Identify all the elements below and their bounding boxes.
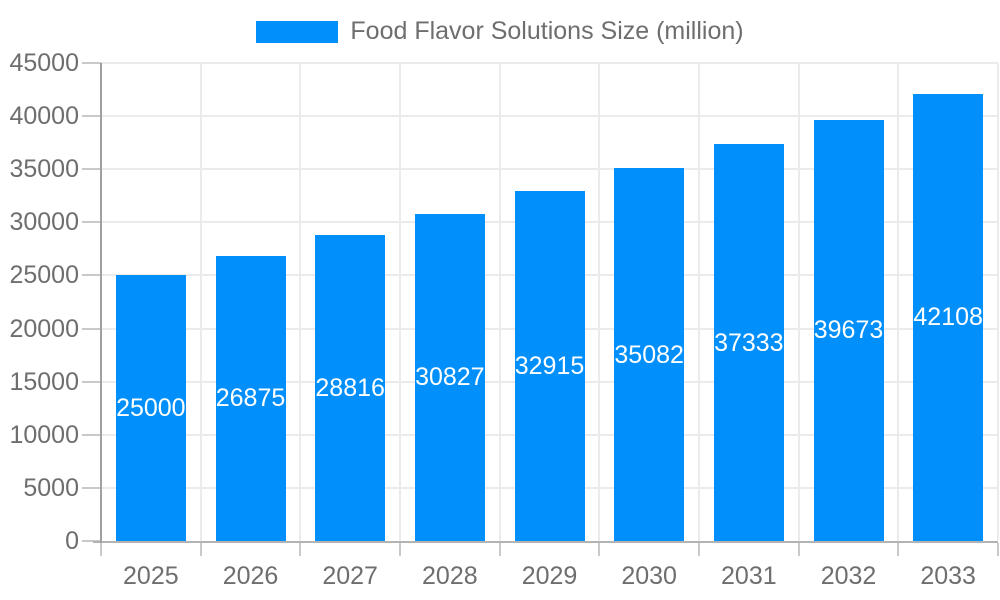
- x-tick-label: 2028: [422, 562, 478, 590]
- legend[interactable]: Food Flavor Solutions Size (million): [0, 17, 1000, 46]
- bar-2030[interactable]: [614, 168, 685, 541]
- x-tick-label: 2029: [521, 562, 578, 590]
- y-tick-label: 40000: [9, 102, 79, 131]
- bar-2031[interactable]: [713, 144, 784, 541]
- x-gridline: [698, 63, 700, 541]
- x-gridline: [399, 63, 401, 541]
- x-tick-label: 2025: [123, 562, 179, 590]
- x-tick: [199, 543, 202, 556]
- x-tick: [797, 543, 800, 556]
- y-tick-label: 0: [65, 527, 79, 555]
- bar-value-label: 39673: [813, 316, 884, 345]
- x-tick-label: 2027: [322, 562, 378, 590]
- x-gridline: [498, 63, 501, 541]
- y-tick: [82, 380, 101, 383]
- bar-2029[interactable]: [514, 191, 585, 541]
- x-tick-label: 2026: [222, 562, 279, 590]
- y-tick: [82, 274, 101, 277]
- x-axis-line: [93, 541, 998, 543]
- y-tick-label: 10000: [9, 420, 79, 449]
- bar-value-label: 37333: [714, 328, 784, 357]
- y-tick-label: 20000: [9, 314, 79, 343]
- x-tick-label: 2030: [621, 562, 677, 590]
- bar-value-label: 42108: [913, 303, 983, 332]
- x-gridline: [797, 63, 800, 541]
- legend-marker-icon: [256, 20, 339, 43]
- bar-2025[interactable]: [115, 275, 186, 541]
- x-tick: [299, 543, 302, 556]
- x-tick: [698, 543, 700, 556]
- y-tick: [82, 433, 101, 436]
- bar-value-label: 32915: [514, 352, 585, 381]
- y-tick-label: 45000: [9, 49, 79, 77]
- y-tick: [82, 62, 101, 64]
- x-tick-label: 2033: [920, 562, 976, 590]
- y-tick-label: 25000: [9, 261, 79, 290]
- y-tick-label: 15000: [9, 367, 79, 396]
- x-gridline: [598, 63, 601, 541]
- bar-2028[interactable]: [414, 213, 485, 541]
- x-gridline: [897, 63, 900, 541]
- x-tick: [598, 543, 601, 556]
- y-tick: [82, 168, 101, 171]
- y-tick-label: 35000: [9, 155, 79, 184]
- bar-2026[interactable]: [215, 255, 286, 541]
- bar-value-label: 25000: [116, 394, 186, 423]
- y-tick-label: 5000: [23, 473, 79, 502]
- x-tick-label: 2031: [721, 562, 777, 590]
- x-gridline: [199, 63, 202, 541]
- y-tick: [82, 221, 101, 224]
- bar-value-label: 26875: [215, 384, 286, 413]
- x-tick: [897, 543, 900, 556]
- x-tick: [399, 543, 401, 556]
- y-gridline: [101, 115, 998, 118]
- bar-value-label: 35082: [614, 340, 684, 369]
- y-gridline: [101, 62, 998, 64]
- bar-2032[interactable]: [813, 119, 884, 541]
- y-tick: [82, 327, 101, 330]
- bar-value-label: 28816: [315, 373, 385, 402]
- y-tick: [82, 540, 101, 542]
- x-tick-label: 2032: [820, 562, 877, 590]
- y-gridline: [101, 168, 998, 171]
- y-tick: [82, 486, 101, 489]
- x-gridline: [997, 63, 999, 541]
- bar-value-label: 30827: [415, 363, 485, 392]
- x-gridline: [299, 63, 302, 541]
- y-axis-line: [100, 63, 102, 543]
- y-tick-label: 30000: [9, 208, 79, 237]
- x-tick: [498, 543, 501, 556]
- bar-2033[interactable]: [913, 93, 984, 541]
- x-tick: [100, 543, 102, 556]
- bar-2027[interactable]: [315, 234, 386, 541]
- legend-label: Food Flavor Solutions Size (million): [350, 17, 744, 45]
- x-tick: [997, 543, 999, 556]
- y-tick: [82, 115, 101, 118]
